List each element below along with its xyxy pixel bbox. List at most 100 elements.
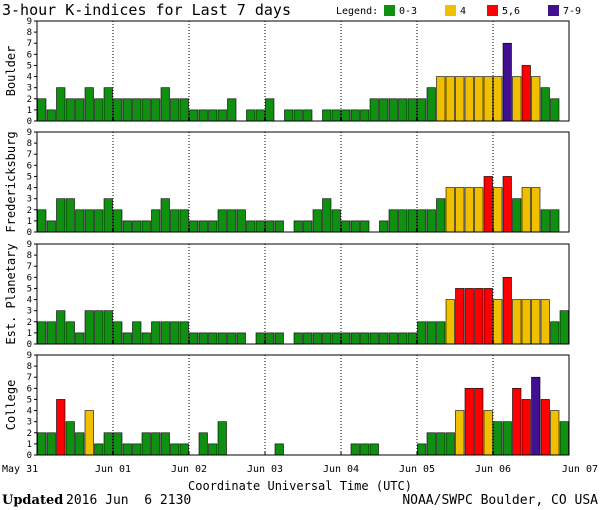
bar xyxy=(65,98,75,122)
bar xyxy=(94,209,104,233)
x-tick-label: May 31 xyxy=(2,464,38,475)
bar xyxy=(274,220,284,233)
bar xyxy=(113,432,123,456)
bar xyxy=(284,109,294,122)
bar xyxy=(464,187,474,233)
bar xyxy=(303,109,313,122)
bar xyxy=(293,332,303,345)
y-tick-label: 6 xyxy=(27,161,32,171)
bar xyxy=(94,98,104,122)
bar xyxy=(531,299,541,345)
bar xyxy=(379,332,389,345)
bar xyxy=(379,98,389,122)
bar xyxy=(132,220,142,233)
bar xyxy=(322,198,332,233)
bar xyxy=(445,76,455,122)
bar xyxy=(512,76,522,122)
bar xyxy=(217,332,227,345)
bar xyxy=(37,432,47,456)
bar xyxy=(512,198,522,233)
bar xyxy=(398,98,408,122)
bar xyxy=(407,98,417,122)
y-tick-label: 6 xyxy=(27,50,32,60)
bar xyxy=(65,421,75,456)
y-tick-label: 9 xyxy=(27,17,32,27)
x-tick-label: Jun 05 xyxy=(399,464,435,475)
bar xyxy=(189,332,199,345)
y-tick-label: 5 xyxy=(27,172,32,182)
bar xyxy=(369,443,379,456)
y-tick-label: 8 xyxy=(27,362,32,372)
bar xyxy=(331,109,341,122)
bar xyxy=(331,209,341,233)
bar xyxy=(122,443,132,456)
bar xyxy=(103,432,113,456)
bar xyxy=(550,209,560,233)
bar xyxy=(360,220,370,233)
bar xyxy=(464,76,474,122)
bar xyxy=(84,87,94,122)
panels: 0123456789Boulder0123456789Fredericksbur… xyxy=(4,17,570,461)
bar xyxy=(113,321,123,345)
x-axis-label: Coordinate Universal Time (UTC) xyxy=(188,479,412,493)
bar xyxy=(312,332,322,345)
bar xyxy=(208,332,218,345)
bar xyxy=(84,310,94,345)
bar xyxy=(559,310,569,345)
bar xyxy=(341,220,351,233)
bar xyxy=(483,288,493,345)
bar xyxy=(151,321,161,345)
bar xyxy=(493,299,503,345)
y-tick-label: 9 xyxy=(27,240,32,250)
bar xyxy=(445,187,455,233)
station-label: College xyxy=(4,380,18,431)
bar xyxy=(521,399,531,456)
bar xyxy=(559,421,569,456)
bar xyxy=(521,65,531,122)
bar xyxy=(274,332,284,345)
bar xyxy=(388,98,398,122)
bar xyxy=(132,98,142,122)
bar xyxy=(141,332,151,345)
bar xyxy=(436,432,446,456)
bar xyxy=(483,176,493,233)
station-label: Fredericksburg xyxy=(4,131,18,232)
bar xyxy=(531,376,541,456)
bar xyxy=(75,332,85,345)
y-tick-label: 0 xyxy=(27,451,32,461)
bar xyxy=(122,220,132,233)
bar xyxy=(236,332,246,345)
bar xyxy=(84,209,94,233)
bar xyxy=(293,220,303,233)
y-tick-label: 1 xyxy=(27,440,32,450)
bar xyxy=(521,187,531,233)
bar xyxy=(37,98,47,122)
y-tick-label: 6 xyxy=(27,384,32,394)
x-tick-label: Jun 04 xyxy=(323,464,359,475)
bar xyxy=(37,209,47,233)
y-tick-label: 2 xyxy=(27,429,32,439)
bar xyxy=(455,410,465,456)
y-tick-label: 8 xyxy=(27,139,32,149)
bar xyxy=(75,432,85,456)
y-tick-label: 1 xyxy=(27,106,32,116)
y-tick-label: 5 xyxy=(27,284,32,294)
bar xyxy=(274,443,284,456)
bar xyxy=(151,432,161,456)
bar xyxy=(521,299,531,345)
y-tick-label: 2 xyxy=(27,318,32,328)
bar xyxy=(265,220,275,233)
bar xyxy=(160,87,170,122)
station-label: Est. Planetary xyxy=(4,243,18,344)
y-tick-label: 0 xyxy=(27,340,32,350)
bar xyxy=(426,87,436,122)
bar xyxy=(493,187,503,233)
y-tick-label: 8 xyxy=(27,251,32,261)
bar xyxy=(540,399,550,456)
x-tick-label: Jun 03 xyxy=(247,464,283,475)
bar xyxy=(170,321,180,345)
y-tick-label: 9 xyxy=(27,351,32,361)
bar xyxy=(512,388,522,456)
bar xyxy=(417,209,427,233)
